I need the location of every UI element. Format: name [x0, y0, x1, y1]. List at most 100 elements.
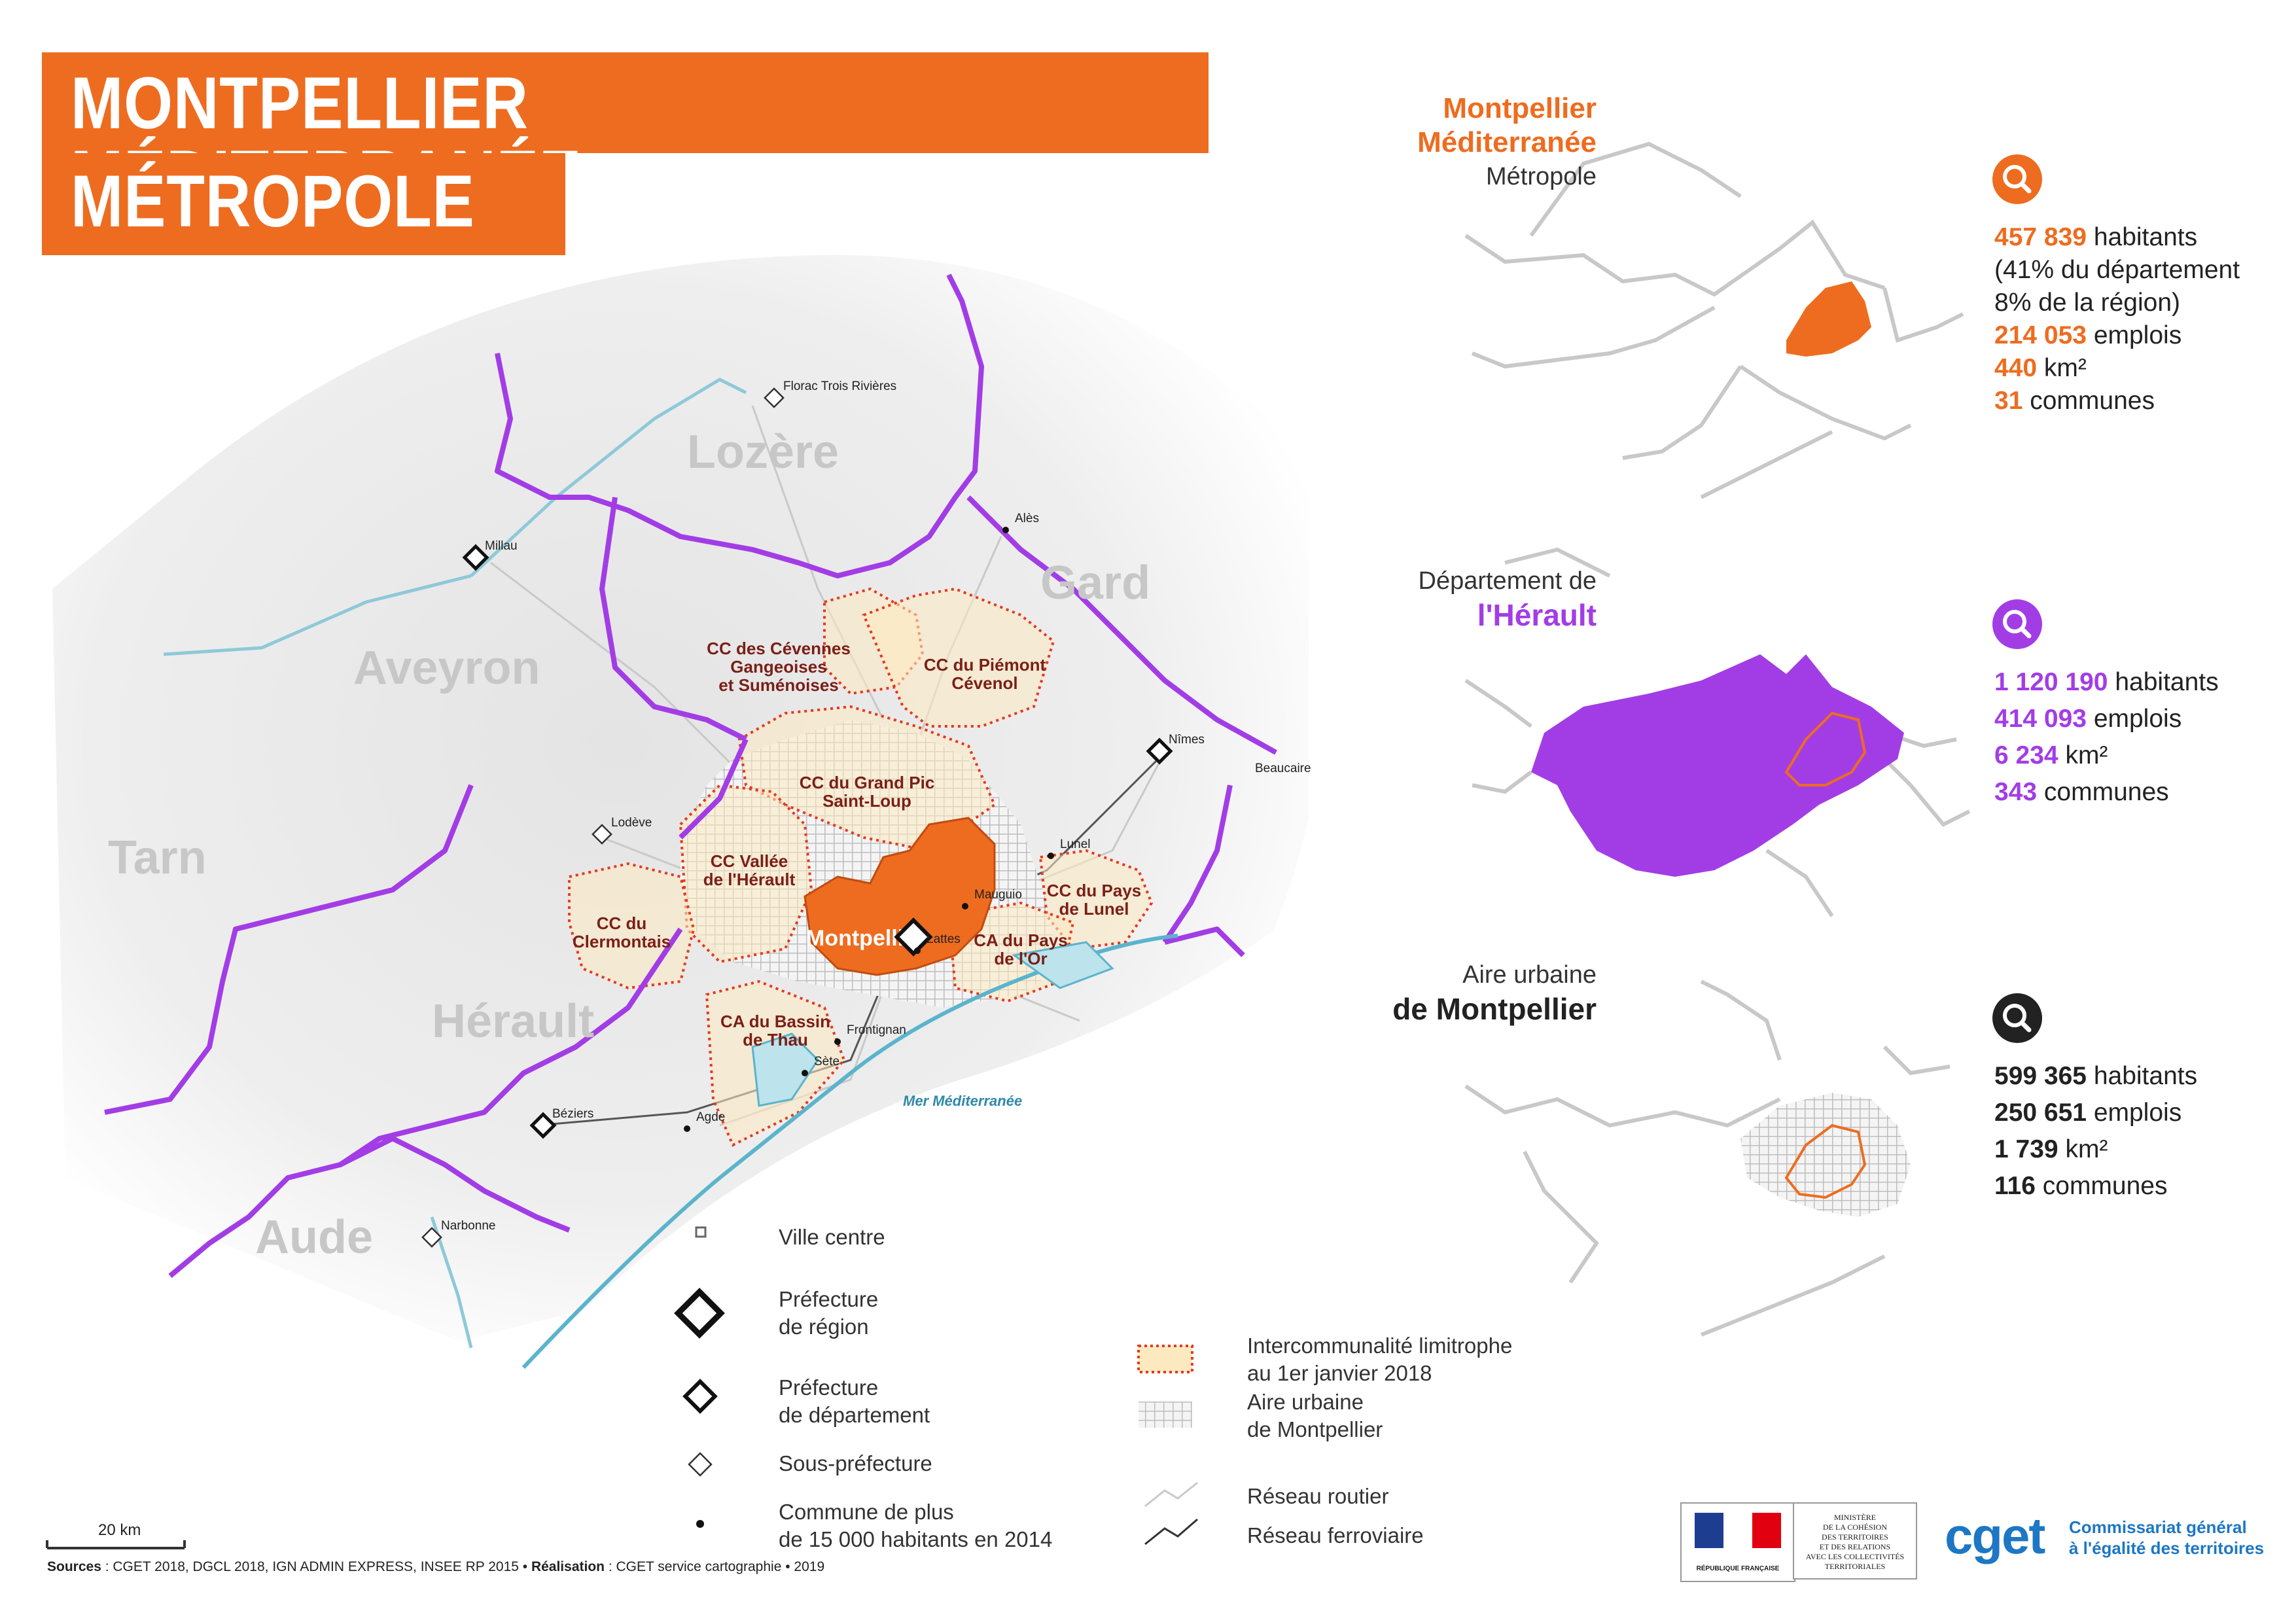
panel-aire-title-2: de Montpellier	[1392, 992, 1597, 1026]
legend-reseau-routier: Réseau routier	[1247, 1484, 1389, 1508]
town-label: Agde	[696, 1110, 725, 1124]
region-label-tarn: Tarn	[108, 832, 207, 884]
town-label: Mauguio	[974, 888, 1022, 902]
intercommunality-boundaries	[568, 587, 1154, 1147]
sous-prefecture-icon	[421, 1227, 442, 1248]
legend-sous-prefecture: Sous-préfecture	[779, 1451, 932, 1475]
stat-label: emplois	[2086, 705, 2182, 733]
magnifier-icon	[1992, 154, 2042, 204]
footer-sources-label: Sources	[47, 1559, 101, 1574]
legend-ville-centre: Ville centre	[779, 1225, 885, 1249]
legend-aire-urbaine: Aire urbaine de Montpellier	[1247, 1390, 1383, 1441]
metropole-outline-aire	[1784, 1123, 1867, 1199]
title-banner: MONTPELLIER MÉDITERRANÉE	[42, 52, 1209, 213]
rivers	[163, 378, 747, 1349]
panel-metropole-title-1: Montpellier	[1443, 92, 1597, 124]
sea	[523, 929, 1276, 1374]
panel-herault-title: Département de l'Hérault	[1322, 564, 1597, 632]
commune-dot-icon	[1002, 527, 1009, 533]
stat-value: 457 839	[1994, 223, 2087, 251]
town-label: Florac Trois Rivières	[783, 380, 896, 393]
stat-line: 6 234 km²	[1994, 739, 2108, 772]
town-label: Sète	[814, 1055, 839, 1068]
region-label-aude: Aude	[255, 1211, 373, 1263]
stat-value: 1 739	[1994, 1135, 2058, 1163]
intercommunality-label: CC du Clermontais	[573, 913, 671, 951]
intercommunality-label: CC des Cévennes Gangeoises et Suménoises	[707, 639, 851, 695]
prefecture-region-icon	[894, 917, 933, 957]
magnifier-icon	[1992, 599, 2042, 649]
sous-prefecture-icon	[688, 1452, 713, 1477]
stat-line: 1 739 km²	[1994, 1133, 2108, 1166]
stat-line: 116 communes	[1994, 1170, 2168, 1203]
stat-line: (41% du département	[1994, 254, 2240, 287]
rail-network	[536, 751, 1166, 1127]
etang-de-l-or	[1012, 941, 1114, 989]
town-label: Alès	[1015, 512, 1039, 525]
stat-value: 343	[1994, 778, 2038, 806]
stat-line: 8% de la région)	[1994, 287, 2180, 319]
intercommunalite-legend-icon	[1137, 1345, 1193, 1373]
panel-herault-title-1: Département de	[1418, 567, 1597, 595]
commune-dot-icon	[1048, 853, 1054, 859]
metropole-area	[804, 817, 996, 976]
stat-label: emplois	[2086, 321, 2182, 349]
locator-map-metropole	[1464, 141, 1964, 499]
ministere-logo: MINISTÈRE DE LA COHÉSION DES TERRITOIRES…	[1793, 1502, 1917, 1580]
stat-label: 8% de la région)	[1994, 289, 2181, 317]
commune-dot-icon	[962, 903, 968, 909]
stat-label: habitants	[2086, 223, 2198, 251]
region-label-aveyron: Aveyron	[353, 642, 540, 694]
marianne-logo: RÉPUBLIQUE FRANÇAISE	[1680, 1502, 1795, 1582]
prefecture-departement-icon	[462, 544, 489, 571]
sous-prefecture-icon	[764, 387, 785, 408]
scale-bar	[46, 1540, 186, 1549]
legend-commune: Commune de plus de 15 000 habitants en 2…	[779, 1500, 1053, 1551]
legend-prefecture-region: Préfecture de région	[779, 1287, 879, 1339]
intercommunality-label: CA du Pays de l'Or	[974, 930, 1068, 968]
commune-dot-icon	[914, 947, 921, 954]
stat-line: 599 365 habitants	[1994, 1060, 2197, 1093]
ville-centre-icon	[695, 1226, 707, 1238]
town-label: Béziers	[552, 1107, 593, 1121]
legend-intercommunalite: Intercommunalité limitrophe au 1er janvi…	[1247, 1333, 1513, 1385]
intercommunality-label: CC du Piémont Cévenol	[924, 655, 1046, 693]
footer-sources-text: : CGET 2018, DGCL 2018, IGN ADMIN EXPRES…	[101, 1559, 531, 1574]
panel-metropole-title: Montpellier Méditerranée Métropole	[1322, 92, 1597, 194]
stat-value: 31	[1994, 387, 2023, 415]
title-banner-2: MÉTROPOLE	[42, 153, 565, 255]
stat-value: 440	[1994, 354, 2038, 382]
metropole-outline-herault	[1784, 711, 1867, 786]
town-label: Beaucaire	[1255, 762, 1311, 775]
intercommunality-label: CA du Bassin de Thau	[720, 1012, 830, 1050]
stat-label: habitants	[2108, 668, 2219, 696]
prefecture-departement-icon	[682, 1379, 718, 1414]
title-line-2: MÉTROPOLE	[71, 160, 475, 242]
metropole-locator-shape	[1786, 281, 1871, 357]
stat-value: 1 120 190	[1994, 668, 2108, 696]
commune-dot-icon	[684, 1125, 690, 1132]
intercommunality-label: CC du Pays de Lunel	[1047, 881, 1142, 919]
herault-locator-shape	[1531, 654, 1904, 877]
locator-map-aire-urbaine	[1464, 980, 1951, 1337]
panel-aire-title-1: Aire urbaine	[1462, 961, 1597, 989]
town-label: Frontignan	[847, 1023, 906, 1037]
stat-label: km²	[2058, 1135, 2108, 1163]
stat-value: 250 651	[1994, 1099, 2087, 1127]
stat-line: 343 communes	[1994, 776, 2169, 809]
cget-logo: cget	[1945, 1507, 2045, 1564]
rail-legend-icon	[1144, 1518, 1198, 1545]
footer-realisation-label: Réalisation	[531, 1559, 605, 1574]
locator-map-herault	[1464, 547, 1971, 917]
stat-line: 457 839 habitants	[1994, 221, 2197, 254]
stat-label: communes	[2022, 387, 2155, 415]
intercommunality-label: CC Vallée de l'Hérault	[703, 851, 796, 889]
stat-line: 31 communes	[1994, 385, 2155, 417]
stat-label: (41% du département	[1994, 256, 2240, 284]
intercommunality-label: CC du Grand Pic Saint-Loup	[800, 773, 935, 811]
prefecture-region-legend-icon	[674, 1288, 725, 1339]
stat-value: 6 234	[1994, 741, 2058, 769]
aire-urbaine-legend-icon	[1139, 1402, 1192, 1428]
town-label: Millau	[485, 539, 518, 553]
stat-line: 1 120 190 habitants	[1994, 666, 2219, 699]
